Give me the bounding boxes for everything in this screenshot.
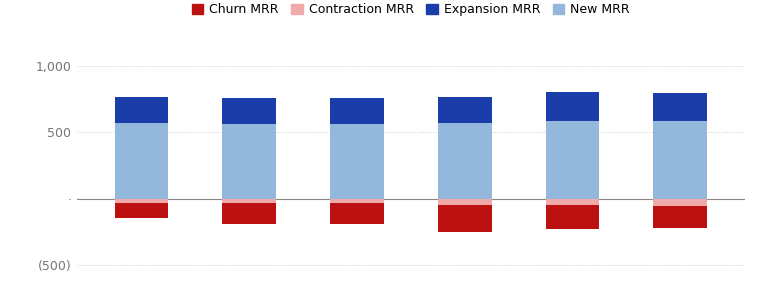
Bar xyxy=(114,203,168,218)
Bar xyxy=(222,199,276,203)
Bar xyxy=(114,97,168,123)
Legend: Churn MRR, Contraction MRR, Expansion MRR, New MRR: Churn MRR, Contraction MRR, Expansion MR… xyxy=(187,0,635,21)
Bar xyxy=(438,199,492,205)
Bar xyxy=(222,98,276,124)
Bar xyxy=(654,206,707,228)
Bar xyxy=(654,121,707,199)
Bar xyxy=(114,199,168,203)
Bar xyxy=(222,124,276,199)
Bar xyxy=(545,205,600,229)
Bar xyxy=(545,121,600,199)
Bar xyxy=(438,97,492,122)
Bar xyxy=(654,199,707,206)
Bar xyxy=(330,124,384,199)
Bar xyxy=(222,203,276,224)
Bar xyxy=(330,98,384,124)
Bar xyxy=(654,93,707,121)
Bar xyxy=(545,199,600,205)
Bar xyxy=(114,123,168,199)
Bar xyxy=(330,203,384,224)
Bar xyxy=(438,205,492,232)
Bar xyxy=(545,92,600,121)
Bar xyxy=(330,199,384,203)
Bar xyxy=(438,122,492,199)
